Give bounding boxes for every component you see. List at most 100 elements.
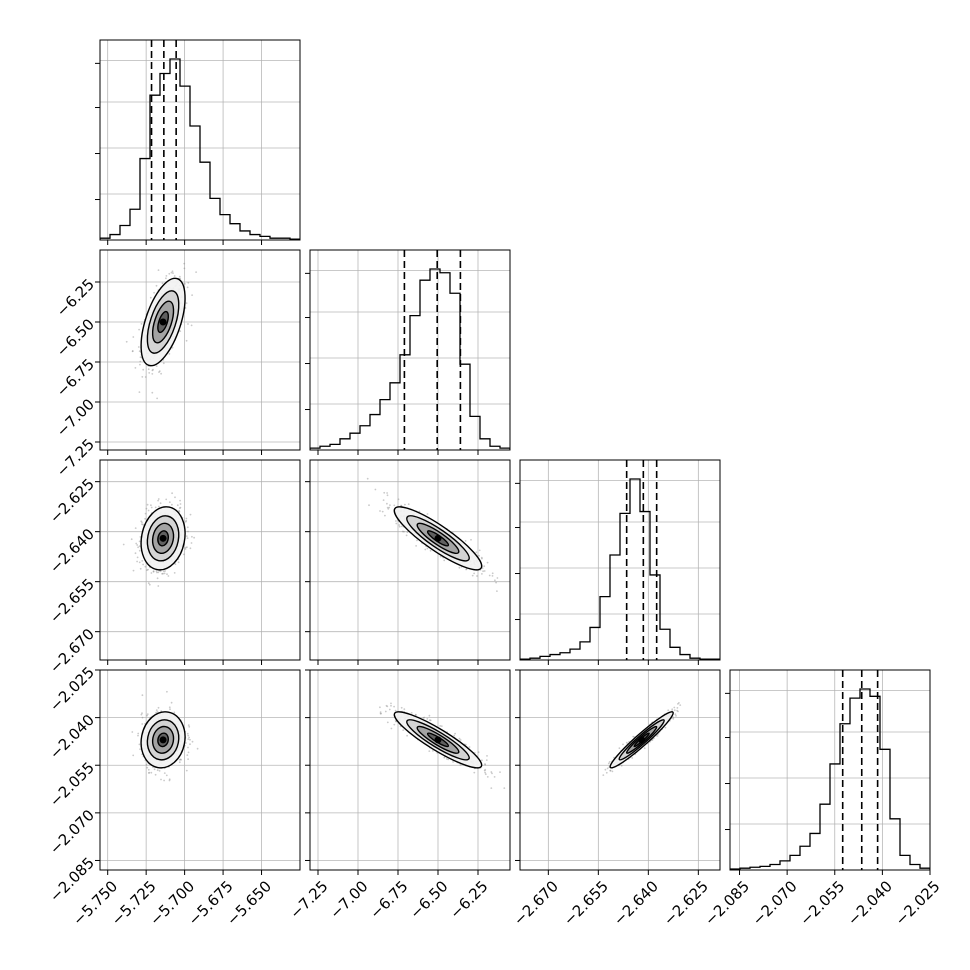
scatter-point <box>490 787 493 789</box>
scatter-point <box>141 712 143 715</box>
x-tick-label: −2.655 <box>560 877 612 929</box>
scatter-point <box>134 367 137 369</box>
histogram-0 <box>100 58 300 240</box>
scatter-point <box>386 506 389 509</box>
scatter-point <box>418 510 421 513</box>
scatter-point <box>383 491 386 494</box>
scatter-point <box>132 754 135 757</box>
scatter-point <box>191 740 194 743</box>
scatter-point <box>179 506 182 509</box>
scatter-point <box>146 714 149 717</box>
grid <box>100 460 300 660</box>
scatter-point <box>393 504 396 507</box>
scatter-point <box>148 772 150 774</box>
y-tick-label: −2.625 <box>46 475 98 527</box>
scatter-point <box>139 567 142 570</box>
grid <box>520 669 720 870</box>
scatter-point <box>440 725 443 727</box>
scatter-point <box>673 706 676 709</box>
plot-area <box>730 670 930 870</box>
scatter-point <box>170 701 173 704</box>
scatter-point <box>611 770 614 773</box>
scatter-point <box>138 391 141 393</box>
panel-2-1 <box>305 459 511 665</box>
scatter-point <box>163 772 166 774</box>
scatter-point <box>478 554 480 557</box>
density-peak <box>434 534 442 542</box>
scatter-point <box>651 739 654 741</box>
scatter-point <box>144 512 147 515</box>
scatter-point <box>152 570 155 573</box>
panel-3-1 <box>305 669 511 875</box>
scatter-point <box>168 706 171 709</box>
scatter-point <box>155 709 158 712</box>
scatter-point <box>154 773 157 776</box>
scatter-point <box>422 717 425 719</box>
scatter-point <box>193 536 196 539</box>
scatter-point <box>187 281 190 284</box>
scatter-point <box>491 572 494 575</box>
y-tick-label: −2.040 <box>46 711 98 763</box>
scatter-point <box>459 764 462 766</box>
scatter-point <box>146 713 149 715</box>
grid <box>100 40 300 240</box>
scatter-point <box>142 368 145 371</box>
grid <box>310 250 510 450</box>
scatter-point <box>151 391 154 394</box>
scatter-point <box>178 507 181 509</box>
scatter-point <box>390 727 393 730</box>
scatter-point <box>406 734 408 737</box>
scatter-point <box>174 563 177 566</box>
x-tick-label: −6.25 <box>446 877 491 922</box>
y-tick-label: −6.50 <box>53 315 98 360</box>
scatter-point <box>156 571 158 574</box>
scatter-point <box>643 747 646 750</box>
scatter-point <box>179 503 182 505</box>
scatter-point <box>389 504 391 506</box>
scatter-point <box>406 531 409 534</box>
scatter-point <box>609 769 612 772</box>
density-peak <box>638 736 646 744</box>
scatter-point <box>171 492 174 495</box>
scatter-point <box>139 363 141 366</box>
scatter-point <box>185 519 188 522</box>
scatter-point <box>134 527 137 529</box>
y-tick-label: −2.655 <box>46 575 98 627</box>
grid <box>520 460 720 660</box>
scatter-point <box>475 551 478 554</box>
scatter-point <box>161 572 164 575</box>
scatter-point <box>458 566 461 569</box>
scatter-point <box>620 764 623 767</box>
scatter-point <box>186 526 189 529</box>
plot-area <box>125 262 198 400</box>
scatter-point <box>184 520 187 523</box>
scatter-point <box>162 572 164 575</box>
scatter-point <box>147 582 150 585</box>
x-tick-label: −2.625 <box>660 877 712 929</box>
scatter-point <box>625 741 628 744</box>
x-tick-label: −2.640 <box>610 877 662 929</box>
scatter-point <box>484 763 487 766</box>
grid <box>310 460 510 660</box>
scatter-point <box>140 323 143 325</box>
y-tick-label: −2.055 <box>46 759 98 811</box>
grid <box>100 669 300 870</box>
scatter-point <box>141 694 144 697</box>
scatter-point <box>386 705 389 708</box>
scatter-point <box>141 521 143 524</box>
scatter-point <box>496 577 499 579</box>
x-tick-label: −2.055 <box>796 877 848 929</box>
scatter-point <box>414 713 417 716</box>
y-tick-label: −6.25 <box>53 275 98 320</box>
panel-3-3 <box>725 669 931 875</box>
scatter-point <box>677 710 679 713</box>
scatter-point <box>149 296 152 299</box>
y-tick-label: −2.640 <box>46 525 98 577</box>
scatter-point <box>395 720 397 723</box>
scatter-point <box>459 739 462 741</box>
scatter-point <box>195 271 198 273</box>
scatter-point <box>675 715 677 717</box>
scatter-point <box>169 708 171 711</box>
scatter-point <box>443 756 446 759</box>
scatter-point <box>386 502 388 505</box>
